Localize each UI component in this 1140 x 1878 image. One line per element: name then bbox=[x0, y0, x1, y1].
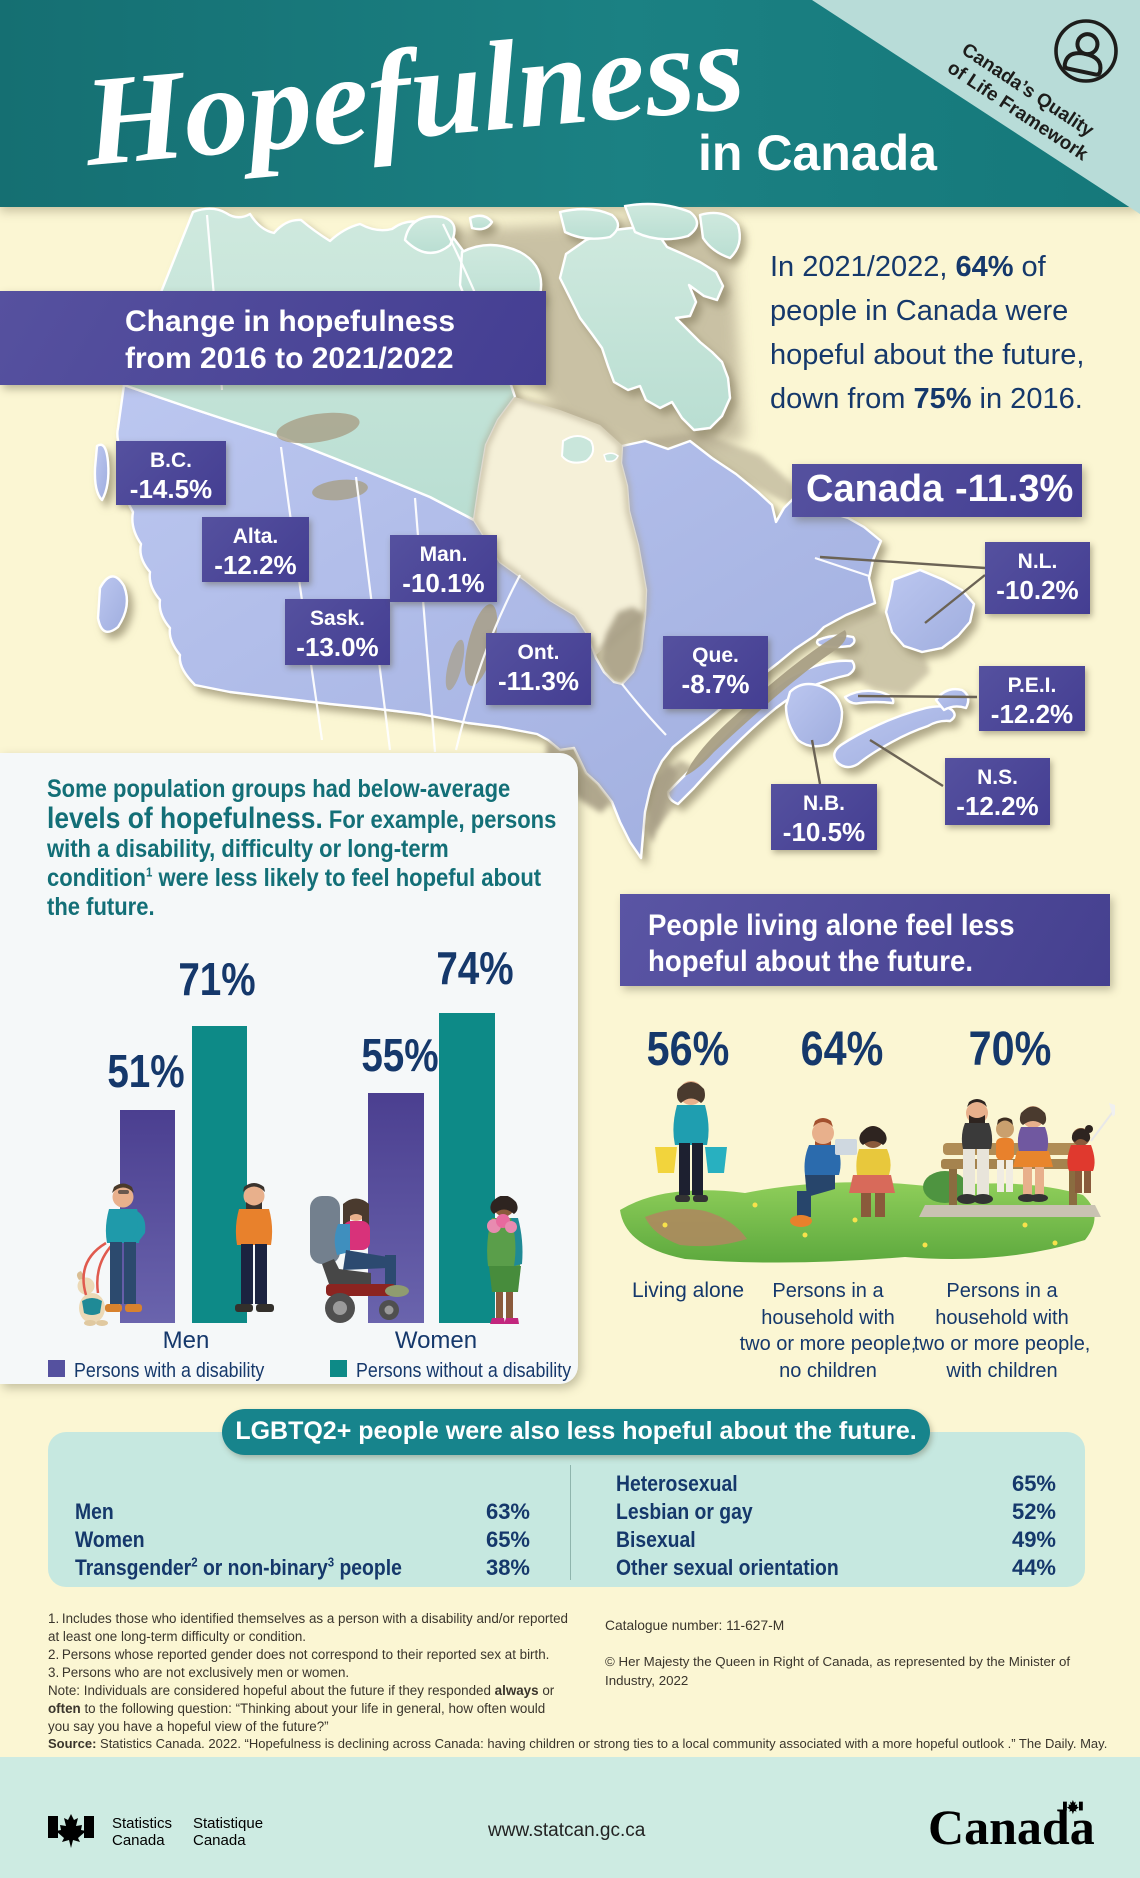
svg-text:Canada: Canada bbox=[112, 1832, 165, 1849]
svg-text:Canada: Canada bbox=[928, 1799, 1095, 1855]
svg-text:Canada: Canada bbox=[193, 1832, 246, 1849]
svg-text:Statistics: Statistics bbox=[112, 1815, 172, 1832]
svg-text:Statistique: Statistique bbox=[193, 1815, 263, 1832]
